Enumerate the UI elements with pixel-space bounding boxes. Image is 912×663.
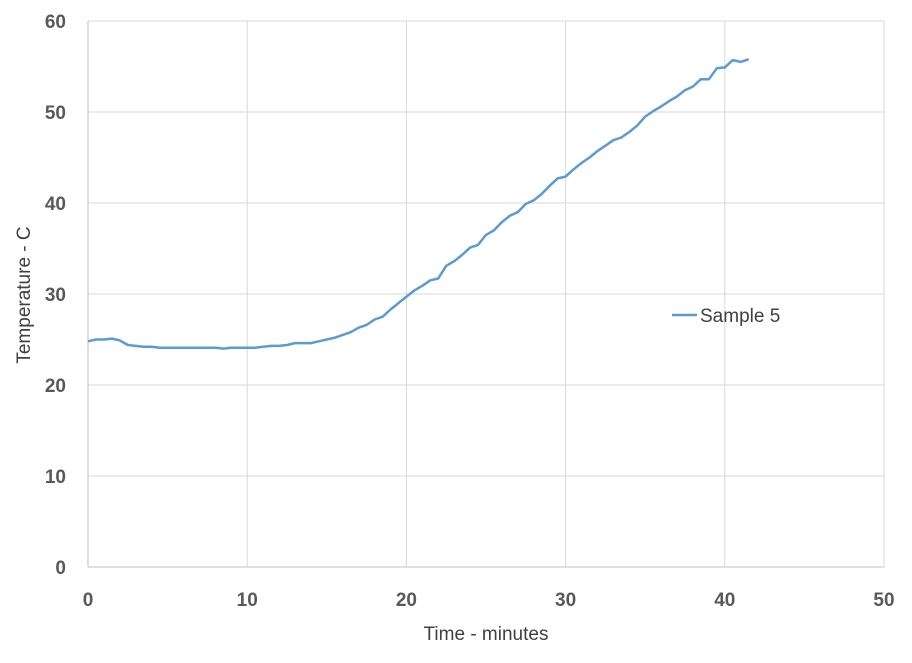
x-tick-label-40: 40 <box>714 590 735 611</box>
y-tick-label-30: 30 <box>45 285 66 306</box>
x-tick-label-20: 20 <box>396 590 417 611</box>
series-group <box>87 58 750 350</box>
x-tick-label-30: 30 <box>555 590 576 611</box>
legend: Sample 5 <box>672 306 780 327</box>
y-tick-label-40: 40 <box>45 194 66 215</box>
y-tick-label-60: 60 <box>45 12 66 33</box>
y-axis-title: Temperature - C <box>14 226 35 363</box>
tick-labels: 0 10 20 30 40 50 60 0 10 20 30 40 50 <box>45 12 895 611</box>
y-tick-label-10: 10 <box>45 467 66 488</box>
x-axis-title: Time - minutes <box>424 624 549 645</box>
legend-label-sample-5: Sample 5 <box>700 306 780 327</box>
x-tick-label-0: 0 <box>83 590 94 611</box>
series-line-sample-5 <box>87 58 750 350</box>
x-tick-label-10: 10 <box>237 590 258 611</box>
y-tick-label-20: 20 <box>45 376 66 397</box>
x-tick-label-50: 50 <box>873 590 894 611</box>
gridlines <box>87 20 885 568</box>
y-tick-label-50: 50 <box>45 103 66 124</box>
y-tick-label-0: 0 <box>55 558 66 579</box>
